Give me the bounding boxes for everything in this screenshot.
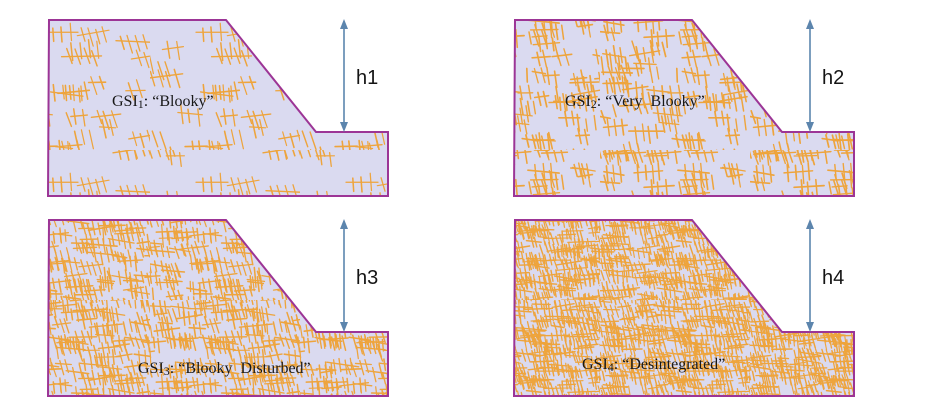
svg-text:h4: h4 (822, 267, 844, 289)
svg-text:h2: h2 (822, 67, 844, 89)
svg-text:GSI2: “Very Blooky”: GSI2: “Very Blooky” (565, 93, 705, 111)
svg-text:h1: h1 (356, 67, 378, 89)
svg-text:GSI1: “Blooky”: GSI1: “Blooky” (112, 93, 214, 111)
svg-text:h3: h3 (356, 267, 378, 289)
svg-text:GSI4: “Desintegrated”: GSI4: “Desintegrated” (582, 356, 725, 374)
